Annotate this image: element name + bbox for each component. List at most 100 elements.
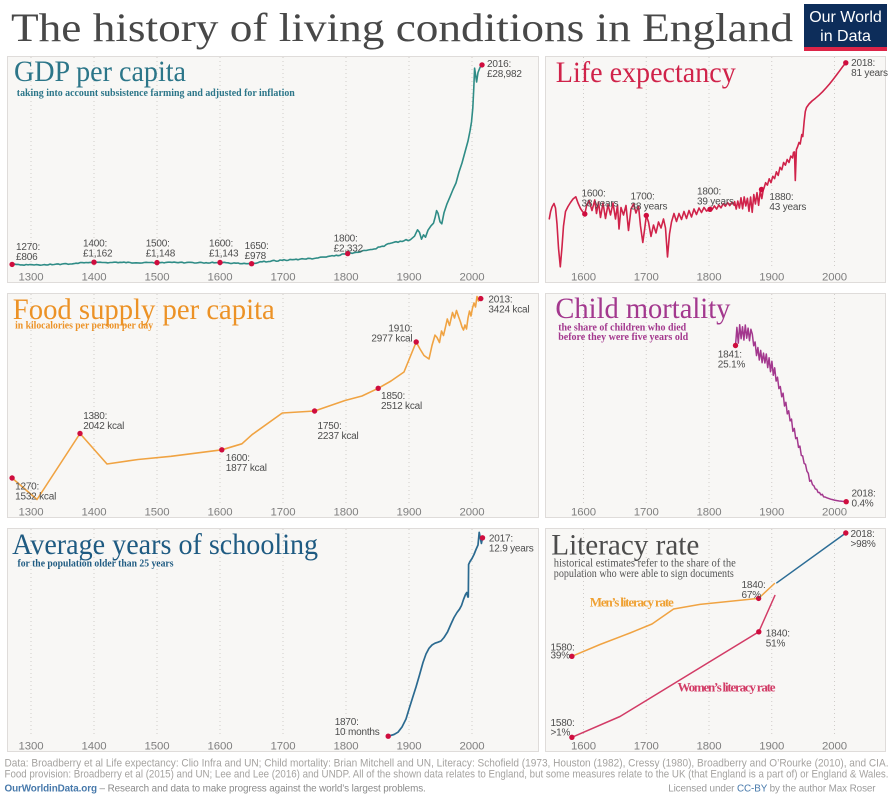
svg-text:1840:: 1840: [766, 628, 790, 639]
svg-text:1500: 1500 [145, 741, 170, 753]
svg-text:2042 kcal: 2042 kcal [83, 421, 124, 432]
svg-text:1700: 1700 [634, 272, 659, 284]
svg-text:1800: 1800 [697, 272, 722, 284]
svg-text:67%: 67% [742, 590, 762, 601]
svg-text:2018:: 2018: [851, 58, 875, 69]
svg-text:2000: 2000 [822, 272, 847, 284]
svg-text:2013:: 2013: [488, 295, 512, 306]
svg-text:1600:: 1600: [226, 453, 250, 464]
svg-text:Food provision: Broadberry et: Food provision: Broadberry et al (2015) … [5, 769, 889, 781]
svg-text:OurWorldinData.org – Research: OurWorldinData.org – Research and data t… [5, 784, 426, 795]
svg-text:1800: 1800 [334, 507, 359, 519]
svg-text:1800: 1800 [334, 272, 359, 284]
svg-text:£806: £806 [16, 252, 38, 263]
svg-text:38 years: 38 years [631, 202, 668, 213]
svg-text:2016:: 2016: [487, 59, 511, 70]
svg-text:Life expectancy: Life expectancy [556, 57, 736, 89]
svg-text:2000: 2000 [822, 507, 847, 519]
svg-text:2000: 2000 [460, 272, 485, 284]
svg-text:>1%: >1% [551, 728, 571, 739]
svg-text:1900: 1900 [397, 507, 422, 519]
svg-text:£1,162: £1,162 [83, 248, 113, 259]
svg-text:1700: 1700 [634, 507, 659, 519]
svg-text:Licensed under CC-BY by the au: Licensed under CC-BY by the author Max R… [668, 784, 876, 795]
svg-text:2018:: 2018: [852, 489, 876, 500]
svg-text:1270:: 1270: [16, 242, 40, 253]
svg-text:1532 kcal: 1532 kcal [15, 492, 56, 503]
svg-text:2018:: 2018: [851, 529, 875, 540]
svg-text:0.4%: 0.4% [852, 499, 874, 510]
svg-text:2017:: 2017: [489, 534, 513, 545]
svg-text:1700:: 1700: [631, 192, 655, 203]
svg-text:1580:: 1580: [551, 718, 575, 729]
svg-text:25.1%: 25.1% [718, 360, 746, 371]
svg-text:1700: 1700 [271, 741, 296, 753]
svg-text:before they were five years ol: before they were five years old [558, 331, 688, 343]
svg-text:£1,148: £1,148 [146, 248, 176, 259]
svg-text:1600: 1600 [571, 507, 596, 519]
svg-text:Data: Broadberry et al Life ex: Data: Broadberry et al Life expectancy: … [5, 758, 889, 770]
svg-text:2000: 2000 [460, 507, 485, 519]
svg-text:GDP per capita: GDP per capita [14, 56, 186, 88]
svg-text:1300: 1300 [19, 507, 44, 519]
svg-text:1500: 1500 [145, 507, 170, 519]
svg-text:£28,982: £28,982 [487, 69, 522, 80]
svg-text:1600: 1600 [208, 507, 233, 519]
svg-text:1880:: 1880: [769, 192, 793, 203]
svg-text:1600: 1600 [571, 741, 596, 753]
svg-text:2977 kcal: 2977 kcal [371, 334, 412, 345]
svg-text:for the population older than: for the population older than 25 years [18, 558, 175, 570]
svg-text:1800: 1800 [334, 741, 359, 753]
svg-text:1900: 1900 [759, 507, 784, 519]
svg-text:43 years: 43 years [769, 202, 806, 213]
svg-text:1900: 1900 [759, 741, 784, 753]
svg-text:51%: 51% [766, 638, 786, 649]
svg-text:£2,332: £2,332 [334, 243, 364, 254]
svg-text:1700: 1700 [271, 507, 296, 519]
svg-text:2000: 2000 [460, 741, 485, 753]
svg-text:1270:: 1270: [15, 482, 39, 493]
svg-text:10 months: 10 months [335, 727, 380, 738]
svg-text:population who were able to si: population who were able to sign documen… [554, 566, 734, 580]
svg-text:£1,143: £1,143 [209, 248, 239, 259]
svg-text:in kilocalories per person per: in kilocalories per person per day [15, 320, 153, 332]
svg-text:1400: 1400 [82, 507, 107, 519]
svg-text:1900: 1900 [759, 272, 784, 284]
svg-text:The history of living conditio: The history of living conditions in Engl… [11, 5, 793, 50]
svg-text:38 years: 38 years [582, 199, 619, 210]
svg-text:39 years: 39 years [697, 197, 734, 208]
svg-text:1840:: 1840: [742, 580, 766, 591]
svg-text:taking into account subsistenc: taking into account subsistence farming … [17, 87, 295, 99]
svg-text:the share of children who died: the share of children who died [558, 321, 686, 333]
svg-text:>98%: >98% [851, 539, 876, 550]
svg-text:£978: £978 [245, 251, 267, 262]
svg-text:1600:: 1600: [209, 238, 233, 249]
svg-text:1400: 1400 [82, 741, 107, 753]
svg-text:1580:: 1580: [551, 642, 575, 653]
svg-text:1700: 1700 [634, 741, 659, 753]
svg-text:1500:: 1500: [146, 238, 170, 249]
svg-text:1700: 1700 [271, 272, 296, 284]
svg-text:1400: 1400 [82, 272, 107, 284]
svg-text:historical estimates refer to: historical estimates refer to the share … [554, 555, 736, 569]
svg-text:1500: 1500 [145, 272, 170, 284]
svg-text:3424 kcal: 3424 kcal [488, 305, 529, 316]
svg-text:Women’s literacy rate: Women’s literacy rate [678, 680, 776, 695]
svg-text:1600:: 1600: [582, 189, 606, 200]
svg-text:1910:: 1910: [388, 324, 412, 335]
svg-text:81 years: 81 years [851, 68, 888, 79]
svg-text:1300: 1300 [19, 741, 44, 753]
svg-text:Men’s literacy rate: Men’s literacy rate [590, 595, 674, 610]
svg-text:39%: 39% [551, 651, 571, 662]
svg-text:1841:: 1841: [718, 350, 742, 361]
svg-text:Average years of schooling: Average years of schooling [12, 529, 318, 561]
svg-text:1600: 1600 [208, 272, 233, 284]
svg-text:1877 kcal: 1877 kcal [226, 463, 267, 474]
svg-text:1380:: 1380: [83, 411, 107, 422]
svg-text:1800:: 1800: [334, 233, 358, 244]
svg-text:1800: 1800 [697, 741, 722, 753]
svg-text:2512 kcal: 2512 kcal [381, 401, 422, 412]
svg-text:1750:: 1750: [318, 421, 342, 432]
svg-text:1870:: 1870: [335, 717, 359, 728]
svg-text:12.9 years: 12.9 years [489, 544, 534, 555]
